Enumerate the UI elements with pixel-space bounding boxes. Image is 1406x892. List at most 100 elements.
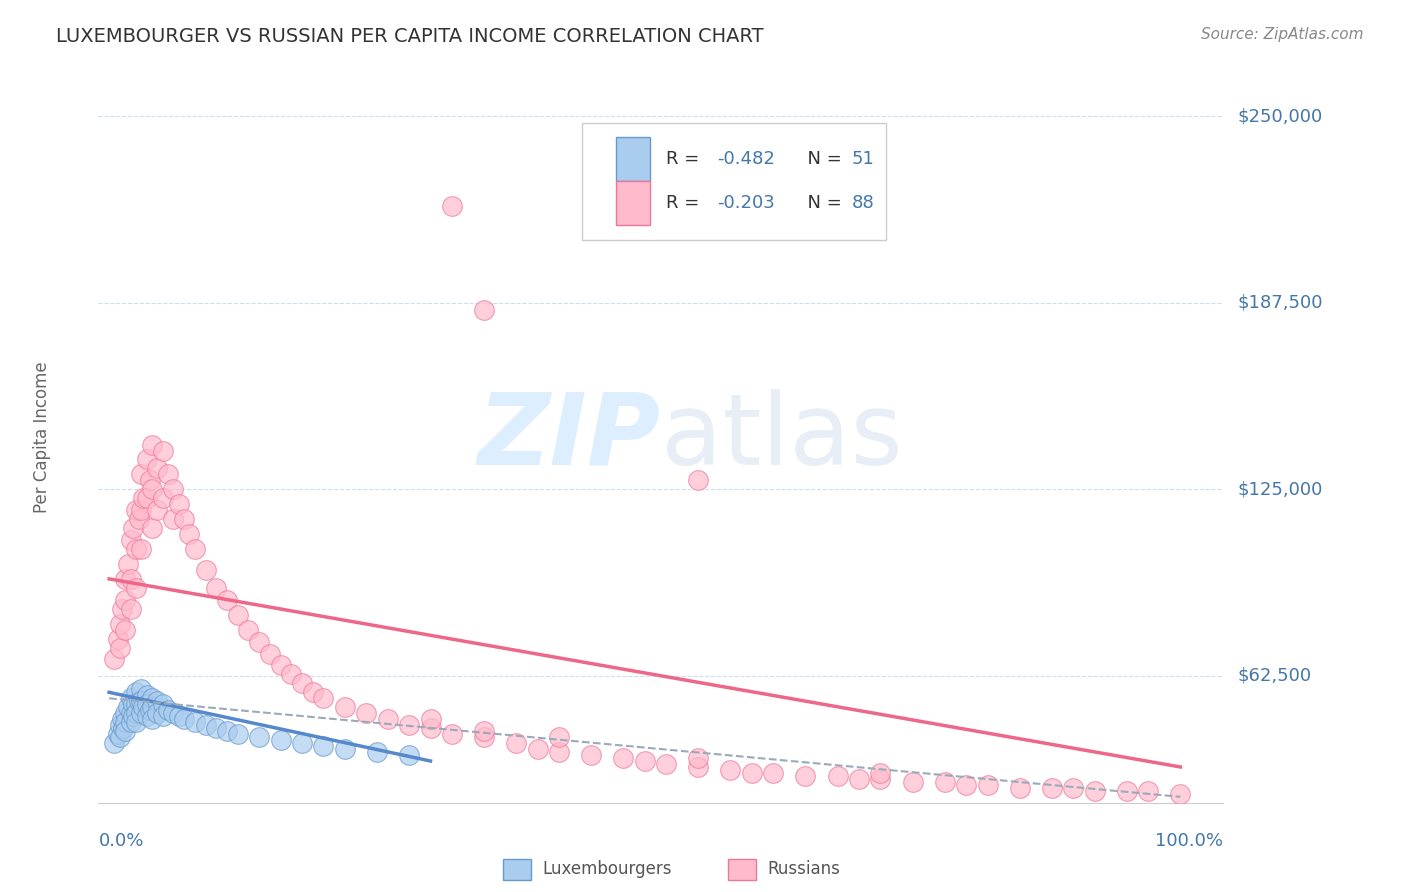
Point <box>157 703 180 717</box>
Point <box>129 706 152 721</box>
Point <box>141 437 163 451</box>
Point <box>354 706 377 721</box>
Point <box>934 775 956 789</box>
Point <box>688 751 710 765</box>
Point <box>129 694 152 708</box>
Point <box>720 763 742 777</box>
Point <box>194 563 217 577</box>
Point <box>125 698 148 712</box>
Point <box>548 745 571 759</box>
Point <box>135 452 157 467</box>
Point <box>128 512 150 526</box>
Point <box>548 730 571 744</box>
Text: 100.0%: 100.0% <box>1156 832 1223 850</box>
Point <box>129 467 152 482</box>
Text: -0.482: -0.482 <box>717 150 775 168</box>
Point <box>114 724 136 739</box>
Point <box>1040 780 1063 795</box>
Point <box>120 706 142 721</box>
Point <box>688 474 710 488</box>
Point <box>270 733 292 747</box>
Point <box>215 724 238 739</box>
FancyBboxPatch shape <box>582 122 886 240</box>
Text: Per Capita Income: Per Capita Income <box>34 361 51 513</box>
Point <box>1115 784 1137 798</box>
Point <box>226 727 249 741</box>
Point <box>121 521 143 535</box>
Point <box>184 715 207 730</box>
Text: N =: N = <box>796 194 848 212</box>
Point <box>108 718 131 732</box>
Point <box>146 461 169 475</box>
Text: -0.203: -0.203 <box>717 194 775 212</box>
Point <box>205 581 228 595</box>
Point <box>398 718 420 732</box>
Point <box>114 623 136 637</box>
Point <box>505 736 527 750</box>
Text: $62,500: $62,500 <box>1237 667 1312 685</box>
FancyBboxPatch shape <box>728 859 756 880</box>
Point <box>634 754 657 768</box>
Point <box>129 503 152 517</box>
Point <box>440 199 463 213</box>
Point <box>120 572 142 586</box>
Point <box>120 691 142 706</box>
Point <box>869 772 891 786</box>
Point <box>103 736 125 750</box>
Point <box>419 712 441 726</box>
Point <box>333 742 356 756</box>
Point <box>117 700 139 714</box>
Point <box>135 698 157 712</box>
Point <box>114 706 136 721</box>
Text: LUXEMBOURGER VS RUSSIAN PER CAPITA INCOME CORRELATION CHART: LUXEMBOURGER VS RUSSIAN PER CAPITA INCOM… <box>56 27 763 45</box>
Point <box>291 736 314 750</box>
Point <box>132 491 155 506</box>
Point <box>688 760 710 774</box>
Point <box>125 581 148 595</box>
Point <box>152 443 174 458</box>
Point <box>526 742 548 756</box>
Point <box>976 778 998 792</box>
Point <box>215 592 238 607</box>
Point <box>129 542 152 557</box>
Point <box>141 483 163 497</box>
Point <box>173 512 195 526</box>
Point <box>135 491 157 506</box>
Point <box>366 745 388 759</box>
Point <box>1062 780 1084 795</box>
Point <box>259 647 281 661</box>
Point <box>121 709 143 723</box>
Point <box>612 751 634 765</box>
Point <box>135 709 157 723</box>
Point <box>112 721 135 735</box>
Point <box>129 682 152 697</box>
Point <box>111 712 134 726</box>
Point <box>205 721 228 735</box>
Point <box>162 512 184 526</box>
Text: Luxembourgers: Luxembourgers <box>543 860 672 878</box>
Point <box>132 700 155 714</box>
Point <box>152 491 174 506</box>
Point <box>1008 780 1031 795</box>
Point <box>312 739 335 753</box>
Text: Russians: Russians <box>768 860 841 878</box>
Point <box>125 706 148 721</box>
Point <box>179 527 201 541</box>
Point <box>152 709 174 723</box>
Point <box>167 709 190 723</box>
Text: 0.0%: 0.0% <box>98 832 143 850</box>
Point <box>270 658 292 673</box>
Point <box>162 483 184 497</box>
Point <box>141 700 163 714</box>
Point <box>128 694 150 708</box>
Point <box>291 676 314 690</box>
Point <box>114 715 136 730</box>
Point <box>141 712 163 726</box>
Point <box>247 634 270 648</box>
Point <box>120 533 142 547</box>
Point <box>117 557 139 571</box>
Point <box>1137 784 1160 798</box>
Point <box>377 712 399 726</box>
Point <box>120 601 142 615</box>
Point <box>238 623 260 637</box>
